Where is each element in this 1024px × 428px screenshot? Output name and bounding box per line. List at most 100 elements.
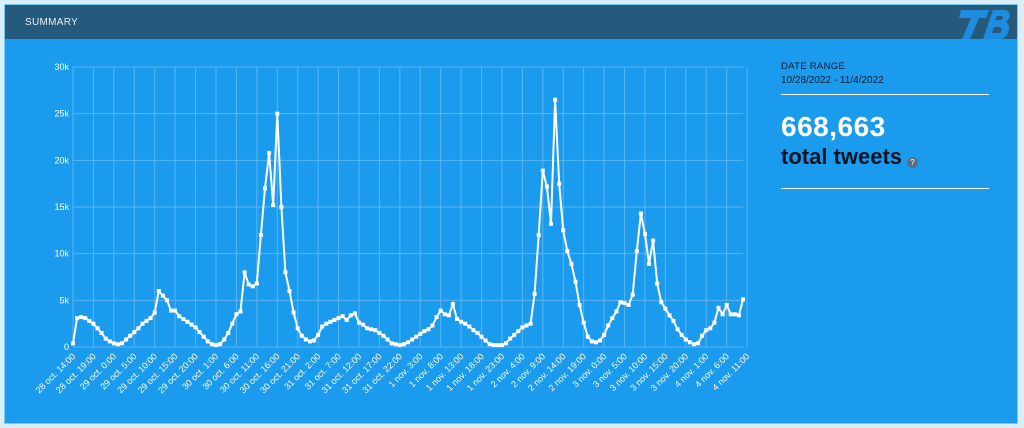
data-point[interactable] <box>655 281 660 286</box>
data-point[interactable] <box>565 248 570 253</box>
data-point[interactable] <box>450 302 455 307</box>
data-point[interactable] <box>536 233 541 237</box>
data-point[interactable] <box>295 326 300 331</box>
data-point[interactable] <box>647 261 651 266</box>
data-point[interactable] <box>491 343 496 348</box>
data-point[interactable] <box>124 337 129 342</box>
data-point[interactable] <box>393 342 398 347</box>
data-point[interactable] <box>467 324 472 329</box>
data-point[interactable] <box>700 333 705 338</box>
data-point[interactable] <box>540 168 545 173</box>
data-point[interactable] <box>520 325 525 330</box>
data-point[interactable] <box>152 310 157 315</box>
data-point[interactable] <box>95 326 100 331</box>
data-point[interactable] <box>606 323 611 328</box>
data-point[interactable] <box>201 334 206 339</box>
data-point[interactable] <box>573 279 578 284</box>
data-point[interactable] <box>410 337 415 342</box>
data-point[interactable] <box>340 314 345 319</box>
data-point[interactable] <box>156 289 161 293</box>
data-point[interactable] <box>683 337 688 342</box>
data-point[interactable] <box>663 306 668 311</box>
data-point[interactable] <box>736 313 741 318</box>
data-point[interactable] <box>708 326 713 331</box>
data-point[interactable] <box>267 150 272 155</box>
data-point[interactable] <box>614 309 619 314</box>
data-point[interactable] <box>144 318 149 323</box>
data-point[interactable] <box>659 300 664 305</box>
data-point[interactable] <box>508 336 513 341</box>
data-point[interactable] <box>230 321 235 326</box>
data-point[interactable] <box>426 327 431 332</box>
data-point[interactable] <box>389 341 394 346</box>
data-point[interactable] <box>87 318 92 323</box>
data-point[interactable] <box>634 248 639 253</box>
data-point[interactable] <box>553 97 558 102</box>
data-point[interactable] <box>500 343 504 348</box>
data-point[interactable] <box>222 337 227 342</box>
data-point[interactable] <box>504 341 508 346</box>
data-point[interactable] <box>532 291 537 296</box>
data-point[interactable] <box>99 331 104 335</box>
data-point[interactable] <box>316 332 321 337</box>
data-point[interactable] <box>254 281 259 286</box>
data-point[interactable] <box>569 261 574 266</box>
data-point[interactable] <box>671 318 676 323</box>
data-point[interactable] <box>675 327 680 332</box>
data-point[interactable] <box>618 300 623 305</box>
data-point[interactable] <box>373 328 378 333</box>
data-point[interactable] <box>91 321 96 326</box>
data-point[interactable] <box>218 342 223 347</box>
data-point[interactable] <box>283 270 288 275</box>
data-point[interactable] <box>667 313 672 318</box>
data-point[interactable] <box>557 181 562 186</box>
data-point[interactable] <box>716 305 721 310</box>
data-point[interactable] <box>446 313 451 318</box>
data-point[interactable] <box>234 312 239 317</box>
data-point[interactable] <box>312 338 316 343</box>
help-icon[interactable]: ? <box>907 156 919 168</box>
data-point[interactable] <box>291 310 296 315</box>
data-point[interactable] <box>193 325 198 330</box>
data-point[interactable] <box>189 322 194 327</box>
data-point[interactable] <box>328 319 333 324</box>
data-point[interactable] <box>214 343 218 348</box>
data-point[interactable] <box>242 270 247 275</box>
data-point[interactable] <box>463 321 468 326</box>
data-point[interactable] <box>83 316 88 321</box>
data-point[interactable] <box>279 205 284 209</box>
data-point[interactable] <box>75 316 80 321</box>
data-point[interactable] <box>160 293 165 298</box>
data-point[interactable] <box>165 298 169 303</box>
data-point[interactable] <box>263 186 267 191</box>
data-point[interactable] <box>357 320 361 325</box>
data-point[interactable] <box>120 341 124 346</box>
data-point[interactable] <box>275 111 280 116</box>
data-point[interactable] <box>169 308 173 313</box>
data-point[interactable] <box>128 333 133 338</box>
data-point[interactable] <box>438 308 443 313</box>
data-point[interactable] <box>385 337 390 342</box>
data-point[interactable] <box>377 331 382 335</box>
data-point[interactable] <box>549 221 553 226</box>
data-point[interactable] <box>720 312 725 317</box>
data-point[interactable] <box>320 324 325 329</box>
data-point[interactable] <box>418 331 423 336</box>
data-point[interactable] <box>115 342 120 347</box>
data-point[interactable] <box>401 342 406 347</box>
data-point[interactable] <box>352 311 357 316</box>
data-point[interactable] <box>361 322 366 327</box>
data-point[interactable] <box>414 334 419 339</box>
data-point[interactable] <box>348 313 353 318</box>
data-point[interactable] <box>512 332 517 337</box>
data-point[interactable] <box>696 341 701 346</box>
data-point[interactable] <box>365 326 370 331</box>
data-point[interactable] <box>630 292 635 297</box>
data-point[interactable] <box>651 238 656 243</box>
data-point[interactable] <box>585 334 590 339</box>
data-point[interactable] <box>209 342 214 347</box>
data-point[interactable] <box>487 342 492 347</box>
data-point[interactable] <box>332 317 337 322</box>
data-point[interactable] <box>140 321 145 326</box>
data-point[interactable] <box>704 328 709 333</box>
